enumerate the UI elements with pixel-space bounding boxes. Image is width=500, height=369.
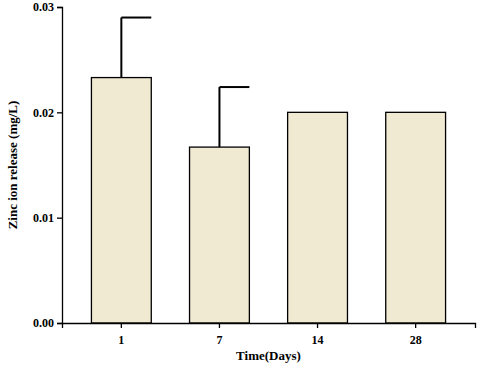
error-cap xyxy=(219,86,249,88)
y-tick-label: 0.00 xyxy=(33,316,54,330)
x-tick-label: 1 xyxy=(118,333,124,347)
y-tick: 0.03 xyxy=(33,0,62,14)
x-tick-mark xyxy=(121,323,122,328)
error-cap xyxy=(121,17,151,19)
plot-area xyxy=(91,18,445,323)
y-tick-label: 0.02 xyxy=(33,106,54,120)
y-tick-mark xyxy=(57,7,62,8)
x-tick-label: 7 xyxy=(216,333,222,347)
x-tick-mark xyxy=(415,323,416,328)
error-stem xyxy=(120,18,122,78)
chart: 0.00 0.01 0.02 0.03 1 7 14 28 Time(Days) Zinc ion… xyxy=(0,0,500,369)
bar xyxy=(386,112,446,323)
bar xyxy=(91,78,151,323)
bar xyxy=(190,147,250,323)
y-tick: 0.02 xyxy=(33,106,62,120)
y-tick-mark xyxy=(57,112,62,113)
y-tick-mark xyxy=(57,323,62,324)
x-axis-line xyxy=(63,324,476,329)
y-axis: 0.00 0.01 0.02 0.03 xyxy=(33,0,63,330)
x-tick: 14 xyxy=(312,323,324,347)
error-bar xyxy=(219,87,249,147)
error-bars xyxy=(121,18,249,148)
error-bar xyxy=(121,18,151,78)
x-tick: 1 xyxy=(118,323,124,347)
x-axis-title: Time(Days) xyxy=(236,348,301,363)
x-tick: 28 xyxy=(410,323,422,347)
y-tick-mark xyxy=(57,218,62,219)
x-axis: 1 7 14 28 xyxy=(63,323,476,347)
y-tick: 0.01 xyxy=(33,211,62,225)
bar xyxy=(288,112,348,323)
x-tick-label: 14 xyxy=(312,333,324,347)
y-axis-line xyxy=(57,8,63,324)
y-tick-label: 0.01 xyxy=(33,211,54,225)
y-tick-label: 0.03 xyxy=(33,0,54,14)
x-tick-mark xyxy=(219,323,220,328)
x-tick-mark xyxy=(317,323,318,328)
error-stem xyxy=(218,87,220,147)
x-tick: 7 xyxy=(216,323,222,347)
y-tick: 0.00 xyxy=(33,316,62,330)
y-axis-title: Zinc ion release (mg/L) xyxy=(5,101,20,230)
x-tick-label: 28 xyxy=(410,333,422,347)
